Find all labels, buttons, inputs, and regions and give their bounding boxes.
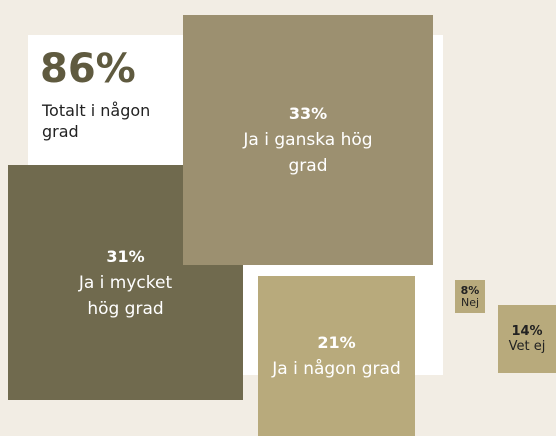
category-label: Vet ej [508, 339, 546, 354]
category-label: Nej [460, 295, 480, 309]
square: 21% Ja i någon grad [258, 276, 415, 436]
value-label: 14% [511, 324, 543, 339]
page: 31% Ja i mycket hög grad 33% Ja i ganska hö… [8, 15, 556, 436]
value-label: 33% [288, 104, 328, 123]
square: 8% Nej [455, 280, 485, 313]
square: 14% Vet ej [498, 305, 556, 373]
value-label: 8% [460, 283, 480, 297]
value-label: 31% [106, 246, 145, 266]
total-label: 86% [40, 46, 136, 92]
square: 33% Ja i ganska hög grad [183, 15, 433, 265]
value-label: 21% [317, 333, 356, 352]
total-text: Totalt i någon grad [42, 101, 151, 141]
category-label: Ja i någon grad [272, 359, 401, 379]
category-label: Ja i mycket hög grad [78, 272, 173, 319]
category-label: Ja i ganska hög grad [243, 130, 373, 176]
